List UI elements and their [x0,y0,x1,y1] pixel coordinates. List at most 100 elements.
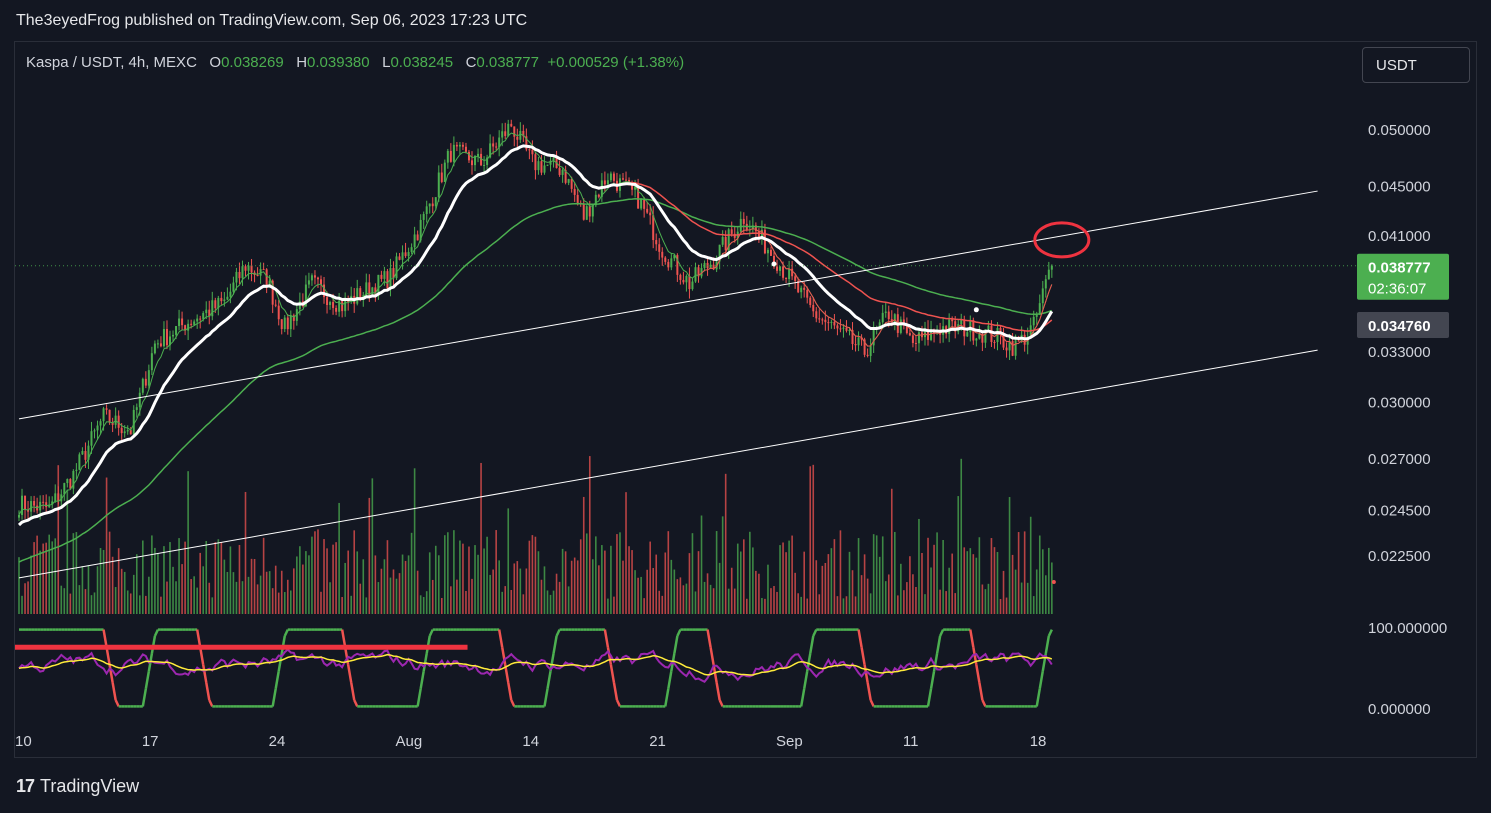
volume-bar [736,543,739,614]
ema-slow-line [18,198,1053,563]
candle-body [27,509,30,512]
candle-body [612,173,615,181]
stoch-segment [419,670,425,690]
stoch-segment [546,670,552,690]
candle-body [150,353,153,371]
volume-bar [733,588,736,614]
stoch-segment [497,629,504,648]
volume-bar [519,568,522,614]
candle-body [443,162,446,182]
volume-bar [422,597,425,614]
currency-button[interactable]: USDT [1362,47,1470,83]
volume-bar [323,539,325,614]
candle-body [190,323,193,325]
candle-body [881,312,884,323]
volume-bar [365,597,368,614]
stoch-segment [114,699,120,707]
volume-bar [1048,547,1050,614]
stoch-segment [609,664,616,683]
candle-body [730,229,733,234]
volume-bar [939,589,941,614]
volume-bar [220,542,223,614]
candle-body [332,302,335,308]
candle-body [582,204,585,220]
volume-bar [135,554,138,614]
candle-body [120,427,123,434]
stoch-segment [543,688,549,707]
candle-body [742,218,745,224]
candle-body [914,342,917,344]
volume-bar [848,551,851,614]
candle-body [90,431,93,446]
candle-body [404,252,407,257]
candle-body [905,325,908,334]
candle-body [374,287,377,297]
candle-body [437,172,440,198]
candle-body [836,325,839,329]
volume-bar [30,555,32,614]
volume-bar [60,585,63,614]
stoch-segment [676,629,682,637]
volume-bar [981,584,984,614]
candle-body [697,267,700,277]
candle-body [123,431,126,434]
volume-bar [824,563,827,614]
volume-bar [534,536,537,614]
symbol-label: Kaspa / USDT, 4h, MEXC [26,54,197,71]
candle-body [365,282,368,296]
volume-bar [552,590,555,614]
volume-bar [788,540,790,614]
volume-bar [921,552,923,614]
candle-body [534,154,537,171]
volume-bar [951,553,953,614]
volume-bar [431,579,434,614]
volume-bar [377,582,380,614]
volume-bar [933,544,935,614]
volume-bar [978,537,981,614]
candle-body [531,149,534,155]
volume-bar [356,551,359,614]
volume-bar [625,492,627,614]
candle-body [872,329,875,346]
volume-bar [634,570,636,614]
candle-body [30,501,33,512]
volume-bar [169,542,171,614]
volume-bar [437,555,440,614]
trendlines [15,190,1357,584]
candle-body [84,450,87,460]
candle-body [803,287,806,290]
volume-bar [314,531,316,614]
volume-bar [746,598,748,614]
candle-body [908,333,911,336]
candle-body [845,327,848,331]
candle-body [609,173,612,181]
stoch-segment [428,629,434,637]
volume-bar [1008,497,1011,614]
volume-dot [1051,580,1056,584]
volume-bar [522,594,525,614]
volume-bar [468,546,470,614]
candle-body [54,493,57,502]
tradingview-footer[interactable]: 17 TradingView [16,776,139,797]
candle-body [930,329,933,340]
candle-body [63,483,66,495]
volume-bar [918,518,920,614]
candle-body [993,341,996,343]
candle-body [833,321,836,326]
volume-bar [226,571,229,614]
volume-bar [863,554,866,614]
volume-bar [999,598,1002,614]
candle-body [1041,288,1044,304]
volume-bar [453,530,455,614]
stoch-segment [706,629,712,648]
low-value: 0.038245 [390,54,454,71]
candle-body [860,337,863,340]
volume-bar [456,579,458,614]
candle-body [244,266,247,271]
volume-bar [860,575,863,614]
volume-bar [45,542,47,614]
candle-body [655,240,658,245]
volume-bar [990,538,993,614]
volume-bar [987,583,990,614]
